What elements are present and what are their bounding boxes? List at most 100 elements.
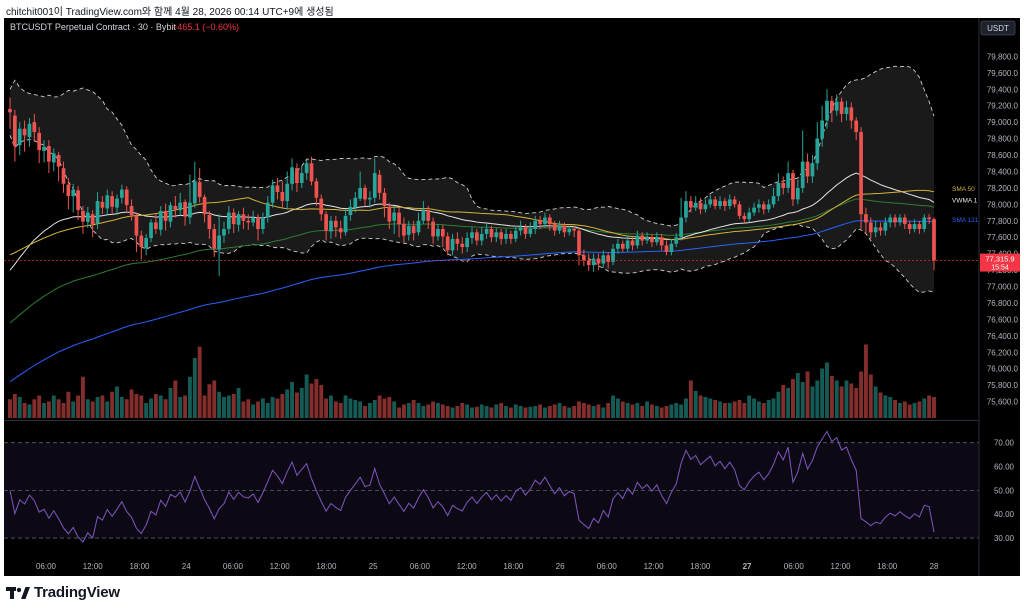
price-tick-label: 75,800.0 <box>987 381 1019 390</box>
candle-body <box>484 229 489 234</box>
candle-body <box>873 227 878 233</box>
candle-body <box>304 163 309 174</box>
candle <box>358 171 362 202</box>
volume-bar <box>800 382 805 418</box>
candle <box>543 212 547 228</box>
candle-body <box>90 214 95 225</box>
volume-bar <box>324 398 329 418</box>
candle-body <box>781 182 786 188</box>
time-tick-label: 28 <box>930 562 939 571</box>
volume-bar <box>27 404 32 418</box>
candle-body <box>236 214 241 225</box>
candle-body <box>139 235 144 248</box>
candle <box>465 232 469 253</box>
volume-bar <box>329 395 333 418</box>
currency-button[interactable] <box>980 20 1016 36</box>
volume-bar <box>567 407 572 418</box>
candle-body <box>825 100 829 121</box>
sma121-line <box>9 220 935 382</box>
volume-bar <box>207 384 212 418</box>
candle-body <box>620 243 625 249</box>
candle-body <box>144 238 149 248</box>
candle <box>499 229 504 245</box>
price-tick-label: 79,200.0 <box>987 102 1019 111</box>
volume-bar <box>183 395 188 418</box>
candle-body <box>645 237 649 241</box>
candle-body <box>32 122 37 133</box>
volume-bar <box>406 403 411 418</box>
volume-bar <box>878 392 883 418</box>
candle-body <box>421 210 426 221</box>
volume-bar <box>100 395 105 418</box>
candle-body <box>475 232 479 241</box>
volume-bar <box>752 398 757 418</box>
candle-body <box>912 224 917 229</box>
candle <box>742 212 747 225</box>
candle-body <box>552 224 557 231</box>
candle-body <box>377 174 382 193</box>
time-tick-label: 24 <box>182 562 191 571</box>
pane-separator <box>4 420 979 421</box>
candle <box>285 171 290 210</box>
candle <box>747 207 752 223</box>
candle <box>460 237 465 254</box>
volume-bar <box>504 406 508 418</box>
volume-bar <box>829 376 834 418</box>
candle <box>786 161 790 193</box>
candle-body <box>71 189 76 197</box>
candle <box>270 179 275 208</box>
candle <box>120 184 124 204</box>
volume-bar <box>849 383 854 418</box>
indicator-label: SMA 50 <box>952 186 975 193</box>
candle <box>406 220 411 241</box>
volume-bar <box>625 403 630 418</box>
volume-bar <box>679 404 684 418</box>
volume-bar <box>231 394 236 418</box>
candle <box>81 205 85 234</box>
candle-body <box>669 243 674 253</box>
volume-bar <box>917 401 922 418</box>
candle <box>231 208 236 234</box>
candle <box>883 217 888 236</box>
volume-bar <box>771 398 776 418</box>
volume-bar <box>854 388 859 418</box>
candle-body <box>51 153 56 163</box>
candle <box>922 214 927 233</box>
last-price-badge <box>980 253 1020 272</box>
candle <box>830 95 834 123</box>
candle <box>494 228 499 243</box>
candle <box>791 169 795 206</box>
candle-body <box>713 199 718 206</box>
price-tick-label: 78,200.0 <box>987 184 1019 193</box>
candle <box>27 118 32 147</box>
candle-body <box>431 221 435 237</box>
candle <box>732 196 737 208</box>
candle-body <box>440 229 445 237</box>
tradingview-logo[interactable]: TradingView <box>6 584 120 601</box>
chart-area[interactable]: 79,800.0 79,600.0 79,400.0 79,200.0 79,000.0… <box>4 18 1020 576</box>
candle-body <box>295 168 299 183</box>
candle-body <box>465 238 469 248</box>
price-chart[interactable]: 79,800.0 79,600.0 79,400.0 79,200.0 79,000.0… <box>4 18 1020 576</box>
candle <box>100 196 105 215</box>
volume-bar <box>922 398 927 418</box>
volume-bar <box>32 399 37 418</box>
candle-body <box>499 232 504 239</box>
rsi-tick-label: 30.00 <box>994 534 1015 543</box>
volume-bar <box>547 406 552 418</box>
candle-body <box>523 227 528 234</box>
candle-body <box>557 225 562 231</box>
candle <box>183 199 187 226</box>
volume-bar <box>543 407 547 418</box>
candle-body <box>898 217 902 223</box>
rsi-tick-label: 50.00 <box>994 486 1015 495</box>
tradingview-logo-icon <box>6 585 30 601</box>
volume-bar <box>110 391 115 418</box>
candle-body <box>212 229 217 249</box>
volume-bar <box>436 403 440 418</box>
volume-bar <box>353 400 358 418</box>
candle-body <box>582 255 586 261</box>
candle <box>397 207 401 238</box>
candle-body <box>679 217 683 238</box>
candle <box>37 127 42 164</box>
